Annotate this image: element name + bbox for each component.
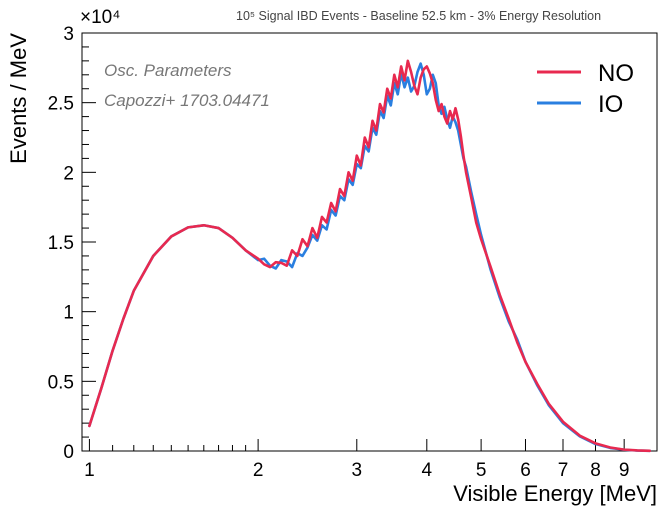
y-axis-label: Events / MeV bbox=[6, 33, 31, 164]
annotation-osc-params: Osc. Parameters bbox=[104, 61, 232, 80]
x-tick-label: 9 bbox=[619, 460, 630, 481]
x-tick-label: 8 bbox=[590, 460, 601, 481]
x-axis-label: Visible Energy [MeV] bbox=[453, 481, 657, 506]
y-multiplier-label: ×10⁴ bbox=[80, 7, 120, 28]
x-tick-label: 2 bbox=[253, 460, 264, 481]
series-layer bbox=[88, 59, 652, 453]
y-tick-label: 2 bbox=[63, 163, 74, 184]
series-line-no bbox=[88, 59, 652, 453]
y-tick-label: 0.5 bbox=[48, 372, 74, 393]
series-line-io bbox=[88, 62, 652, 453]
annotation-reference: Capozzi+ 1703.04471 bbox=[104, 91, 270, 110]
x-tick-label: 6 bbox=[520, 460, 531, 481]
axes-layer: 1 2 3 4 5 6 7 8 9 0 0.5 1 1.5 2 2.5 3 bbox=[48, 24, 630, 481]
y-tick-label: 1.5 bbox=[48, 233, 74, 254]
x-tick-label: 4 bbox=[422, 460, 433, 481]
y-tick-label: 3 bbox=[63, 24, 74, 45]
x-tick-label: 3 bbox=[351, 460, 362, 481]
x-tick-label: 1 bbox=[84, 460, 95, 481]
y-tick-label: 1 bbox=[63, 303, 74, 324]
legend: NO IO bbox=[537, 60, 634, 118]
x-tick-label: 5 bbox=[476, 460, 487, 481]
y-tick-label: 0 bbox=[63, 442, 74, 463]
x-tick-label: 7 bbox=[558, 460, 569, 481]
y-tick-label: 2.5 bbox=[48, 94, 74, 115]
legend-label-no: NO bbox=[598, 60, 634, 87]
legend-label-io: IO bbox=[598, 91, 623, 118]
chart-title: 10⁵ Signal IBD Events - Baseline 52.5 km… bbox=[236, 9, 601, 23]
